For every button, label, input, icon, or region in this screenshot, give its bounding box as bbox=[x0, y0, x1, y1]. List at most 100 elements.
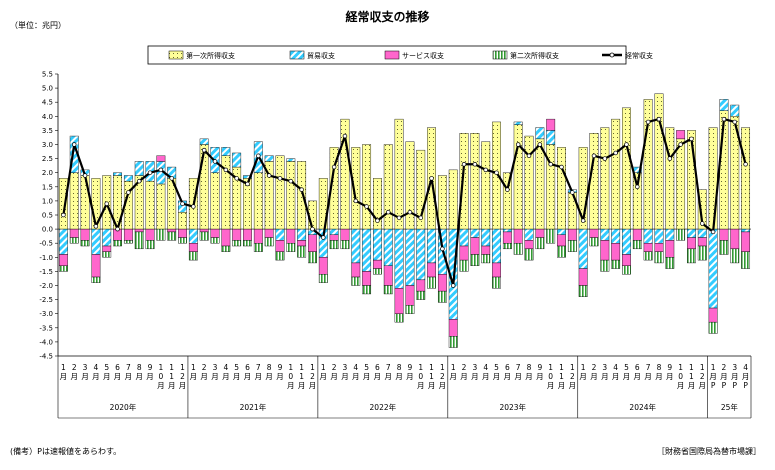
point-current_account bbox=[743, 161, 748, 167]
bar-secondary_income bbox=[394, 313, 404, 323]
bar-secondary_income bbox=[567, 240, 577, 252]
bar-trade bbox=[470, 228, 480, 238]
bar-secondary_income bbox=[697, 245, 707, 261]
y-tick-label: -1.0 bbox=[39, 254, 53, 262]
bar-secondary_income bbox=[80, 240, 90, 247]
y-tick-label: 1.5 bbox=[42, 183, 53, 191]
bar-secondary_income bbox=[383, 285, 393, 295]
point-current_account bbox=[613, 150, 618, 156]
chart-title: 経常収支の推移 bbox=[345, 10, 430, 24]
bar-services bbox=[481, 245, 491, 255]
bar-trade bbox=[373, 228, 382, 261]
bar-secondary_income bbox=[178, 237, 187, 244]
bar-services bbox=[188, 242, 198, 252]
bar-secondary_income bbox=[308, 251, 317, 264]
bar-trade bbox=[492, 228, 501, 264]
point-current_account bbox=[288, 178, 294, 184]
bar-services bbox=[102, 245, 112, 252]
bar-services bbox=[275, 240, 285, 252]
footnote: (備考）Pは速報値をあらわす。 bbox=[10, 447, 122, 456]
bar-secondary_income bbox=[730, 248, 740, 264]
y-tick-label: -2.0 bbox=[39, 282, 53, 290]
point-current_account bbox=[201, 147, 207, 153]
point-current_account bbox=[169, 176, 174, 181]
bar-secondary_income bbox=[437, 290, 447, 303]
point-current_account bbox=[440, 246, 445, 252]
bar-secondary_income bbox=[91, 276, 101, 283]
bar-secondary_income bbox=[654, 251, 664, 264]
bar-services bbox=[730, 228, 740, 250]
point-current_account bbox=[299, 187, 304, 192]
legend-swatch-trade bbox=[289, 50, 305, 60]
bar-services bbox=[427, 262, 437, 278]
bar-secondary_income bbox=[167, 231, 177, 241]
bar-services bbox=[448, 319, 458, 337]
bar-secondary_income bbox=[264, 237, 274, 247]
y-tick-label: 1.0 bbox=[42, 197, 53, 205]
bar-services bbox=[297, 240, 307, 247]
bar-trade bbox=[264, 155, 274, 162]
bar-primary_income bbox=[643, 99, 653, 230]
bar-trade bbox=[383, 228, 393, 266]
point-current_account bbox=[591, 153, 597, 159]
bar-trade bbox=[232, 152, 242, 168]
bar-primary_income bbox=[654, 93, 664, 230]
bar-primary_income bbox=[589, 133, 599, 230]
bar-secondary_income bbox=[416, 290, 426, 300]
point-current_account bbox=[548, 161, 553, 167]
bar-services bbox=[557, 234, 566, 247]
bar-trade bbox=[546, 130, 556, 145]
bar-services bbox=[232, 228, 242, 241]
bar-trade bbox=[113, 172, 122, 176]
bar-services bbox=[513, 228, 523, 244]
bar-services bbox=[210, 228, 220, 238]
bar-primary_income bbox=[600, 127, 610, 230]
bar-trade bbox=[297, 228, 307, 241]
bar-services bbox=[459, 245, 469, 261]
point-current_account bbox=[526, 153, 532, 159]
y-axis: 5.5 5.0 4.5 4.0 3.5 3.0 2.5 2.0 1.5 1.0 0.5 0.0 -0.5… bbox=[39, 71, 751, 361]
y-tick-label: 3.5 bbox=[42, 127, 53, 135]
year-label: 2022年 bbox=[370, 402, 397, 412]
bar-secondary_income bbox=[199, 231, 209, 241]
bar-primary_income bbox=[297, 161, 307, 230]
current-account-line bbox=[61, 116, 748, 288]
bar-primary_income bbox=[622, 107, 631, 230]
bar-services bbox=[676, 130, 686, 140]
bar-secondary_income bbox=[719, 240, 729, 255]
y-tick-label: -0.5 bbox=[39, 240, 53, 248]
bar-trade bbox=[275, 228, 285, 241]
point-current_account bbox=[689, 136, 694, 142]
year-label: 2024年 bbox=[629, 402, 656, 412]
bar-trade bbox=[622, 228, 631, 255]
bar-trade bbox=[221, 147, 231, 156]
bar-trade bbox=[286, 158, 296, 162]
y-tick-label: -3.5 bbox=[39, 324, 53, 332]
point-current_account bbox=[429, 176, 434, 181]
bar-secondary_income bbox=[611, 259, 621, 269]
bar-primary_income bbox=[69, 172, 79, 230]
bar-services bbox=[178, 228, 187, 238]
bar-services bbox=[416, 279, 426, 292]
bar-secondary_income bbox=[632, 240, 642, 250]
bar-services bbox=[394, 288, 404, 314]
bar-trade bbox=[557, 228, 566, 235]
bar-services bbox=[492, 262, 501, 278]
bar-services bbox=[123, 228, 133, 241]
bar-primary_income bbox=[156, 183, 166, 230]
